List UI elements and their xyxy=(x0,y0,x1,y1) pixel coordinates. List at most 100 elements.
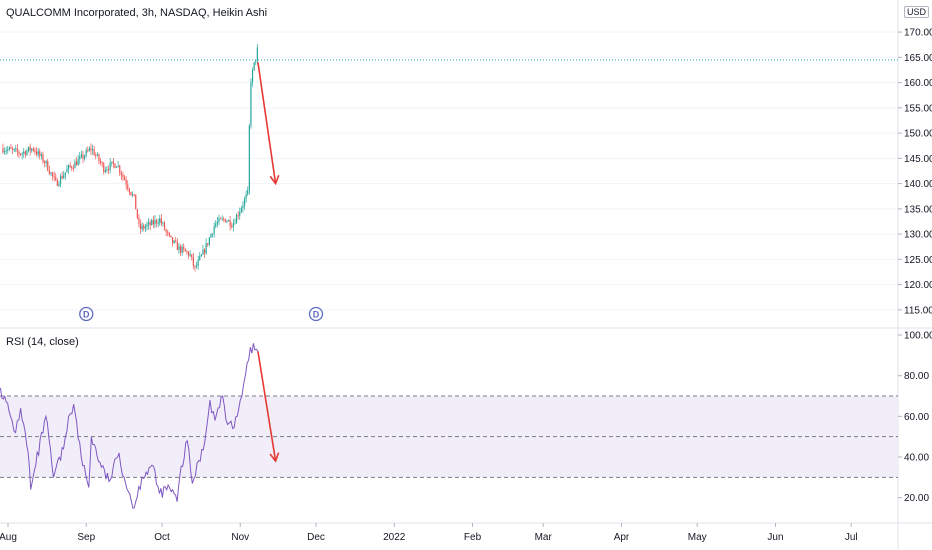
dividend-marker-label: D xyxy=(83,310,90,320)
candle-body xyxy=(187,251,190,256)
candle-body xyxy=(16,148,18,152)
candle-body xyxy=(131,194,134,196)
candle-body xyxy=(114,163,116,168)
candle-body xyxy=(248,125,250,191)
candle-body xyxy=(138,218,140,224)
candle-body xyxy=(250,82,252,126)
candle-body xyxy=(119,165,121,173)
price-tick-label: 125.00 xyxy=(904,255,932,266)
dividend-marker xyxy=(308,306,324,322)
candle-body xyxy=(79,156,81,160)
price-tick-label: 135.00 xyxy=(904,204,932,215)
candle-body xyxy=(231,226,233,228)
candle-body xyxy=(240,208,242,212)
time-tick-label: Feb xyxy=(464,532,482,543)
candle-body xyxy=(11,148,14,150)
candle-body xyxy=(213,226,215,234)
candle-body xyxy=(21,153,23,155)
candle-body xyxy=(96,154,98,156)
dividend-marker xyxy=(79,306,94,322)
candle-body xyxy=(95,155,97,157)
candle-body xyxy=(122,175,124,177)
candle-body xyxy=(199,256,201,260)
candle-body xyxy=(3,151,6,153)
candle-body xyxy=(130,192,132,195)
candle-body xyxy=(181,246,183,253)
candle-body xyxy=(112,161,114,164)
price-tick-label: 160.00 xyxy=(904,78,932,89)
candle-body xyxy=(111,161,113,163)
rsi-line xyxy=(0,343,259,509)
candle-body xyxy=(55,176,57,180)
candle-body xyxy=(15,148,17,150)
candle-body xyxy=(155,220,158,224)
candle-body xyxy=(175,240,177,242)
time-tick-label: Mar xyxy=(535,532,553,543)
candle-body xyxy=(42,154,44,162)
candle-body xyxy=(239,211,241,216)
time-tick-label: Dec xyxy=(307,532,325,543)
candle-body xyxy=(13,148,15,150)
candle-body xyxy=(29,146,31,151)
candle-body xyxy=(149,222,151,226)
candle-body xyxy=(163,222,166,230)
candle-body xyxy=(2,148,4,153)
rsi-tick-label: 40.00 xyxy=(904,453,929,464)
candle-body xyxy=(176,241,178,251)
candle-body xyxy=(71,166,73,169)
candle-body xyxy=(154,220,156,225)
currency-label[interactable]: USD xyxy=(904,6,930,18)
candle-body xyxy=(101,162,103,164)
candle-body xyxy=(18,151,20,154)
candle-body xyxy=(218,218,220,222)
price-tick-label: 140.00 xyxy=(904,179,932,190)
time-tick-label: Jul xyxy=(845,532,858,543)
rsi-arrow xyxy=(257,351,280,463)
candle-body xyxy=(189,254,191,256)
candle-body xyxy=(74,161,76,169)
candle-body xyxy=(203,249,206,254)
price-arrow-head xyxy=(269,174,280,186)
candle-body xyxy=(232,223,234,228)
candle-body xyxy=(87,150,89,152)
candle-body xyxy=(31,148,33,151)
price-tick-label: 155.00 xyxy=(904,103,932,114)
axes: 115.00 120.00 125.00 130.00 135.00 140.00 145.… xyxy=(0,28,932,543)
candle-body xyxy=(200,254,202,257)
candle-body xyxy=(56,179,58,186)
price-series xyxy=(0,44,898,272)
candle-body xyxy=(194,265,196,267)
candle-body xyxy=(80,154,82,157)
candle-body xyxy=(144,226,146,229)
rsi-arrow-shaft xyxy=(257,351,277,462)
candle-body xyxy=(32,148,34,151)
candle-body xyxy=(171,237,174,243)
price-tick-label: 170.00 xyxy=(904,28,932,39)
time-tick-label: May xyxy=(688,532,707,543)
rsi-tick-label: 20.00 xyxy=(904,493,929,504)
rsi-bands xyxy=(0,395,898,478)
candle-body xyxy=(66,169,68,173)
candle-body xyxy=(69,165,71,167)
time-tick-label: Aug xyxy=(0,532,17,543)
candle-body xyxy=(219,218,222,220)
candle-body xyxy=(85,150,87,156)
candle-body xyxy=(133,194,135,196)
candle-body xyxy=(139,223,142,230)
candle-body xyxy=(221,218,223,220)
candle-body xyxy=(58,184,60,186)
price-tick-label: 150.00 xyxy=(904,129,932,140)
candle-body xyxy=(243,198,246,206)
rsi-series xyxy=(0,343,259,509)
candle-body xyxy=(157,223,159,225)
candle-body xyxy=(224,219,226,223)
candle-body xyxy=(8,147,10,150)
candle-body xyxy=(10,147,12,149)
candle-body xyxy=(83,155,86,159)
candle-body xyxy=(237,215,239,217)
candle-body xyxy=(35,151,38,155)
candle-body xyxy=(183,246,185,250)
candle-body xyxy=(7,149,9,151)
